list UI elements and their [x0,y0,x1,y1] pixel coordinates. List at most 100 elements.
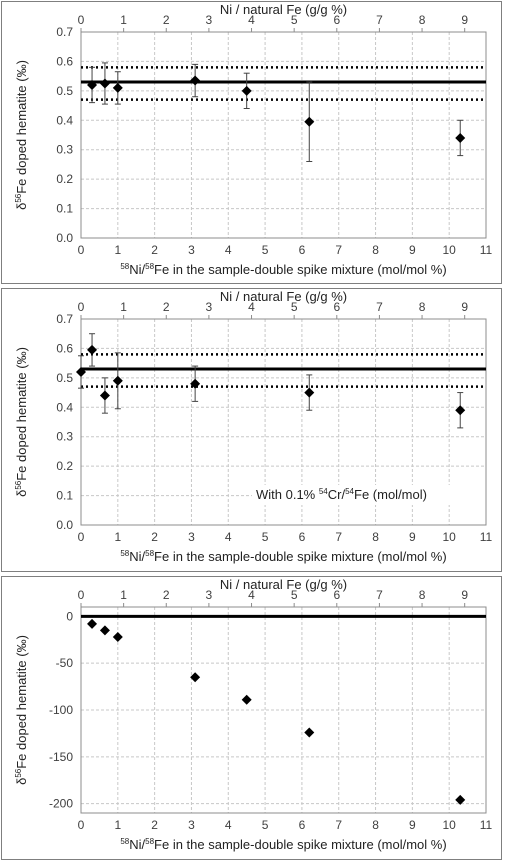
x-axis-title: 58Ni/58Fe in the sample-double spike mix… [120,262,446,277]
y-tick-label: 0.3 [56,143,73,157]
top-axis-title: Ni / natural Fe (g/g %) [220,289,347,304]
data-point-diamond [87,344,98,355]
top-x-tick-label: 8 [419,300,426,314]
top-x-tick-label: 4 [248,300,255,314]
top-x-tick-label: 6 [333,300,340,314]
top-x-tick-label: 6 [333,13,340,27]
data-point-diamond [112,82,123,93]
y-tick-label: 0.0 [56,231,73,245]
x-tick-label: 4 [225,243,232,257]
y-tick-label: 0 [66,609,73,623]
y-tick-label: 0.0 [56,518,73,532]
x-tick-label: 9 [409,530,416,544]
chart-panel-3: 0 -50 -100 -150 -200 0 1 2 3 4 5 6 7 8 9 10 11 0 1 2 3 4 5 6 7 8 9… [1,576,502,860]
top-x-tick-label: 8 [419,588,426,602]
top-x-tick-label: 7 [376,588,383,602]
data-point-diamond [87,79,98,90]
x-tick-label: 4 [225,818,232,832]
top-x-tick-label: 3 [206,300,213,314]
x-tick-label: 2 [151,243,158,257]
y-tick-label: -100 [49,703,73,717]
data-point-diamond [304,387,315,398]
data-point-diamond [241,694,252,705]
x-tick-label: 8 [372,530,379,544]
top-x-tick-label: 0 [78,300,85,314]
x-tick-label: 1 [114,243,121,257]
top-x-tick-label: 5 [291,13,298,27]
data-point-diamond [99,78,110,89]
x-tick-label: 2 [151,530,158,544]
y-tick-label: -200 [49,797,73,811]
top-axis-title: Ni / natural Fe (g/g %) [220,577,347,592]
x-tick-label: 6 [299,818,306,832]
data-point-diamond [112,631,123,642]
data-point-diamond [99,390,110,401]
data-point-diamond [455,132,466,143]
top-x-tick-label: 7 [376,13,383,27]
x-tick-label: 8 [372,818,379,832]
data-point-diamond [304,116,315,127]
data-point-diamond [76,366,86,377]
data-point-diamond [241,85,252,96]
x-axis-title: 58Ni/58Fe in the sample-double spike mix… [120,549,446,564]
x-tick-label: 10 [443,243,457,257]
top-x-tick-label: 4 [248,13,255,27]
y-tick-label: 0.7 [56,312,73,326]
y-tick-label: 0.2 [56,459,73,473]
top-x-tick-label: 5 [291,588,298,602]
x-tick-label: 10 [443,530,457,544]
x-tick-label: 5 [262,818,269,832]
top-x-tick-label: 1 [120,588,127,602]
x-tick-label: 0 [78,818,85,832]
x-tick-label: 1 [114,818,121,832]
y-tick-label: 0.5 [56,84,73,98]
x-tick-label: 11 [480,818,493,832]
data-point-diamond [190,672,201,683]
y-tick-label: 0.1 [56,489,73,503]
x-tick-label: 3 [188,243,195,257]
x-tick-label: 7 [335,818,342,832]
y-tick-label: -150 [49,750,73,764]
data-point-diamond [304,727,315,738]
top-x-tick-label: 9 [461,300,468,314]
top-x-tick-label: 1 [120,300,127,314]
y-tick-label: 0.1 [56,202,73,216]
y-tick-label: 0.4 [56,400,73,414]
x-axis-title: 58Ni/58Fe in the sample-double spike mix… [120,837,446,852]
y-tick-label: 0.6 [56,54,73,68]
x-tick-label: 11 [480,530,493,544]
data-point-diamond [455,405,466,416]
top-x-tick-label: 3 [206,13,213,27]
top-x-tick-label: 9 [461,13,468,27]
y-tick-label: -50 [56,656,74,670]
x-tick-label: 9 [409,818,416,832]
top-x-tick-label: 5 [291,300,298,314]
chart-panel-1: 0.0 0.1 0.2 0.3 0.4 0.5 0.6 0.7 0 1 2 3 4 5 6 7 8 9 10 11 0 1… [1,1,502,284]
plot-frame [80,606,487,814]
plot-frame [80,318,487,526]
annotation-text: With 0.1% 54Cr/54Fe (mol/mol) [256,487,427,502]
top-x-tick-label: 2 [163,300,170,314]
x-tick-label: 2 [151,818,158,832]
top-axis-title: Ni / natural Fe (g/g %) [220,2,347,17]
x-tick-label: 11 [480,243,493,257]
top-x-tick-label: 0 [78,13,85,27]
x-tick-label: 7 [335,243,342,257]
y-tick-label: 0.4 [56,113,73,127]
annotation-bg [252,485,484,505]
data-point-diamond [190,75,201,86]
x-tick-label: 5 [262,530,269,544]
top-x-tick-label: 1 [120,13,127,27]
y-axis-title: δ56Fe doped hematite (‰) [14,635,29,785]
top-x-tick-label: 2 [163,588,170,602]
top-x-tick-label: 7 [376,300,383,314]
x-tick-label: 0 [78,530,85,544]
plot-frame [80,31,487,239]
chart-2-svg: 0.0 0.1 0.2 0.3 0.4 0.5 0.6 0.7 0 1 2 3 4 5 6 7 8 9 10 11 0 1… [14,289,493,564]
top-x-tick-label: 2 [163,13,170,27]
x-tick-label: 9 [409,243,416,257]
x-tick-label: 5 [262,243,269,257]
y-tick-label: 0.7 [56,25,73,39]
x-tick-label: 0 [78,243,85,257]
top-x-tick-label: 6 [333,588,340,602]
